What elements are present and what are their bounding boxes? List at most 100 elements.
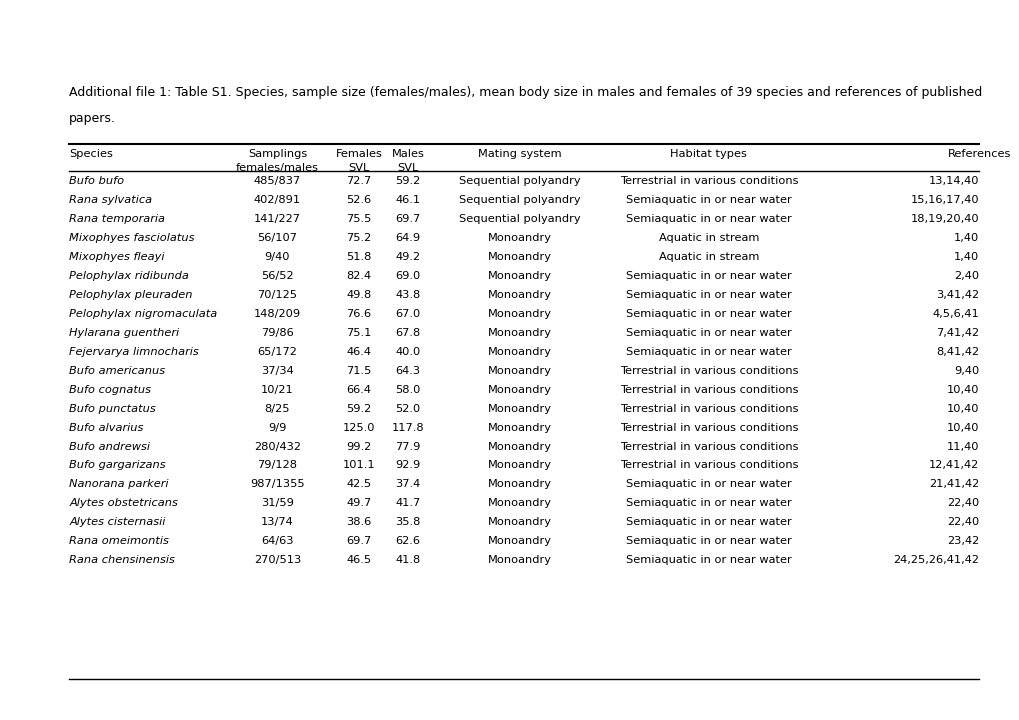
Text: 125.0: 125.0 — [342, 423, 375, 433]
Text: 141/227: 141/227 — [254, 215, 301, 225]
Text: 11,40: 11,40 — [946, 441, 978, 451]
Text: 280/432: 280/432 — [254, 441, 301, 451]
Text: 56/52: 56/52 — [261, 271, 293, 281]
Text: 101.1: 101.1 — [342, 461, 375, 470]
Text: Alytes obstetricans: Alytes obstetricans — [69, 498, 178, 508]
Text: 987/1355: 987/1355 — [250, 480, 305, 490]
Text: 1,40: 1,40 — [953, 233, 978, 243]
Text: 75.5: 75.5 — [346, 215, 371, 225]
Text: Aquatic in stream: Aquatic in stream — [658, 252, 758, 262]
Text: 75.1: 75.1 — [346, 328, 371, 338]
Text: 67.0: 67.0 — [395, 309, 420, 319]
Text: Rana chensinensis: Rana chensinensis — [69, 555, 175, 565]
Text: 7,41,42: 7,41,42 — [935, 328, 978, 338]
Text: 270/513: 270/513 — [254, 555, 301, 565]
Text: Mating system: Mating system — [478, 149, 561, 159]
Text: 12,41,42: 12,41,42 — [928, 461, 978, 470]
Text: 92.9: 92.9 — [395, 461, 420, 470]
Text: 69.7: 69.7 — [346, 536, 371, 546]
Text: 52.6: 52.6 — [346, 195, 371, 205]
Text: 1,40: 1,40 — [953, 252, 978, 262]
Text: 13/74: 13/74 — [261, 517, 293, 527]
Text: Hylarana guentheri: Hylarana guentheri — [69, 328, 179, 338]
Text: 22,40: 22,40 — [946, 498, 978, 508]
Text: 4,5,6,41: 4,5,6,41 — [931, 309, 978, 319]
Text: 15,16,17,40: 15,16,17,40 — [910, 195, 978, 205]
Text: Monoandry: Monoandry — [488, 404, 551, 414]
Text: 46.1: 46.1 — [395, 195, 420, 205]
Text: Terrestrial in various conditions: Terrestrial in various conditions — [620, 176, 797, 186]
Text: Monoandry: Monoandry — [488, 328, 551, 338]
Text: 46.5: 46.5 — [346, 555, 371, 565]
Text: 82.4: 82.4 — [346, 271, 371, 281]
Text: Additional file 1: Table S1. Species, sample size (females/males), mean body siz: Additional file 1: Table S1. Species, sa… — [69, 86, 981, 99]
Text: Semiaquatic in or near water: Semiaquatic in or near water — [626, 195, 791, 205]
Text: 46.4: 46.4 — [346, 347, 371, 357]
Text: Bufo bufo: Bufo bufo — [69, 176, 124, 186]
Text: Semiaquatic in or near water: Semiaquatic in or near water — [626, 536, 791, 546]
Text: Rana omeimontis: Rana omeimontis — [69, 536, 169, 546]
Text: 64.9: 64.9 — [395, 233, 420, 243]
Text: Monoandry: Monoandry — [488, 271, 551, 281]
Text: Monoandry: Monoandry — [488, 480, 551, 490]
Text: 148/209: 148/209 — [254, 309, 301, 319]
Text: 79/86: 79/86 — [261, 328, 293, 338]
Text: 58.0: 58.0 — [395, 384, 420, 395]
Text: Semiaquatic in or near water: Semiaquatic in or near water — [626, 215, 791, 225]
Text: 18,19,20,40: 18,19,20,40 — [910, 215, 978, 225]
Text: 10,40: 10,40 — [946, 423, 978, 433]
Text: 72.7: 72.7 — [346, 176, 371, 186]
Text: Pelophylax pleuraden: Pelophylax pleuraden — [69, 290, 193, 300]
Text: Bufo cognatus: Bufo cognatus — [69, 384, 151, 395]
Text: 62.6: 62.6 — [395, 536, 420, 546]
Text: Aquatic in stream: Aquatic in stream — [658, 233, 758, 243]
Text: Monoandry: Monoandry — [488, 461, 551, 470]
Text: 43.8: 43.8 — [395, 290, 420, 300]
Text: 37/34: 37/34 — [261, 366, 293, 376]
Text: Bufo gargarizans: Bufo gargarizans — [69, 461, 166, 470]
Text: Terrestrial in various conditions: Terrestrial in various conditions — [620, 366, 797, 376]
Text: 71.5: 71.5 — [346, 366, 371, 376]
Text: 59.2: 59.2 — [346, 404, 371, 414]
Text: Semiaquatic in or near water: Semiaquatic in or near water — [626, 290, 791, 300]
Text: Rana temporaria: Rana temporaria — [69, 215, 165, 225]
Text: Sequential polyandry: Sequential polyandry — [459, 176, 581, 186]
Text: 51.8: 51.8 — [346, 252, 371, 262]
Text: 70/125: 70/125 — [257, 290, 298, 300]
Text: Terrestrial in various conditions: Terrestrial in various conditions — [620, 423, 797, 433]
Text: 69.7: 69.7 — [395, 215, 420, 225]
Text: 8/25: 8/25 — [265, 404, 290, 414]
Text: 37.4: 37.4 — [395, 480, 420, 490]
Text: Sequential polyandry: Sequential polyandry — [459, 195, 581, 205]
Text: 65/172: 65/172 — [257, 347, 298, 357]
Text: Samplings: Samplings — [248, 149, 307, 159]
Text: 69.0: 69.0 — [395, 271, 420, 281]
Text: Semiaquatic in or near water: Semiaquatic in or near water — [626, 517, 791, 527]
Text: 42.5: 42.5 — [346, 480, 371, 490]
Text: 75.2: 75.2 — [346, 233, 371, 243]
Text: Monoandry: Monoandry — [488, 517, 551, 527]
Text: Nanorana parkeri: Nanorana parkeri — [69, 480, 169, 490]
Text: Bufo punctatus: Bufo punctatus — [69, 404, 156, 414]
Text: Monoandry: Monoandry — [488, 384, 551, 395]
Text: Fejervarya limnocharis: Fejervarya limnocharis — [69, 347, 199, 357]
Text: 402/891: 402/891 — [254, 195, 301, 205]
Text: 117.8: 117.8 — [391, 423, 424, 433]
Text: Mixophyes fleayi: Mixophyes fleayi — [69, 252, 165, 262]
Text: 2,40: 2,40 — [953, 271, 978, 281]
Text: Monoandry: Monoandry — [488, 290, 551, 300]
Text: Bufo alvarius: Bufo alvarius — [69, 423, 144, 433]
Text: References: References — [947, 149, 1010, 159]
Text: Terrestrial in various conditions: Terrestrial in various conditions — [620, 441, 797, 451]
Text: 3,41,42: 3,41,42 — [935, 290, 978, 300]
Text: 49.2: 49.2 — [395, 252, 420, 262]
Text: 22,40: 22,40 — [946, 517, 978, 527]
Text: Semiaquatic in or near water: Semiaquatic in or near water — [626, 328, 791, 338]
Text: 59.2: 59.2 — [395, 176, 420, 186]
Text: 49.7: 49.7 — [346, 498, 371, 508]
Text: 49.8: 49.8 — [346, 290, 371, 300]
Text: Males: Males — [391, 149, 424, 159]
Text: Species: Species — [69, 149, 113, 159]
Text: Terrestrial in various conditions: Terrestrial in various conditions — [620, 384, 797, 395]
Text: Semiaquatic in or near water: Semiaquatic in or near water — [626, 271, 791, 281]
